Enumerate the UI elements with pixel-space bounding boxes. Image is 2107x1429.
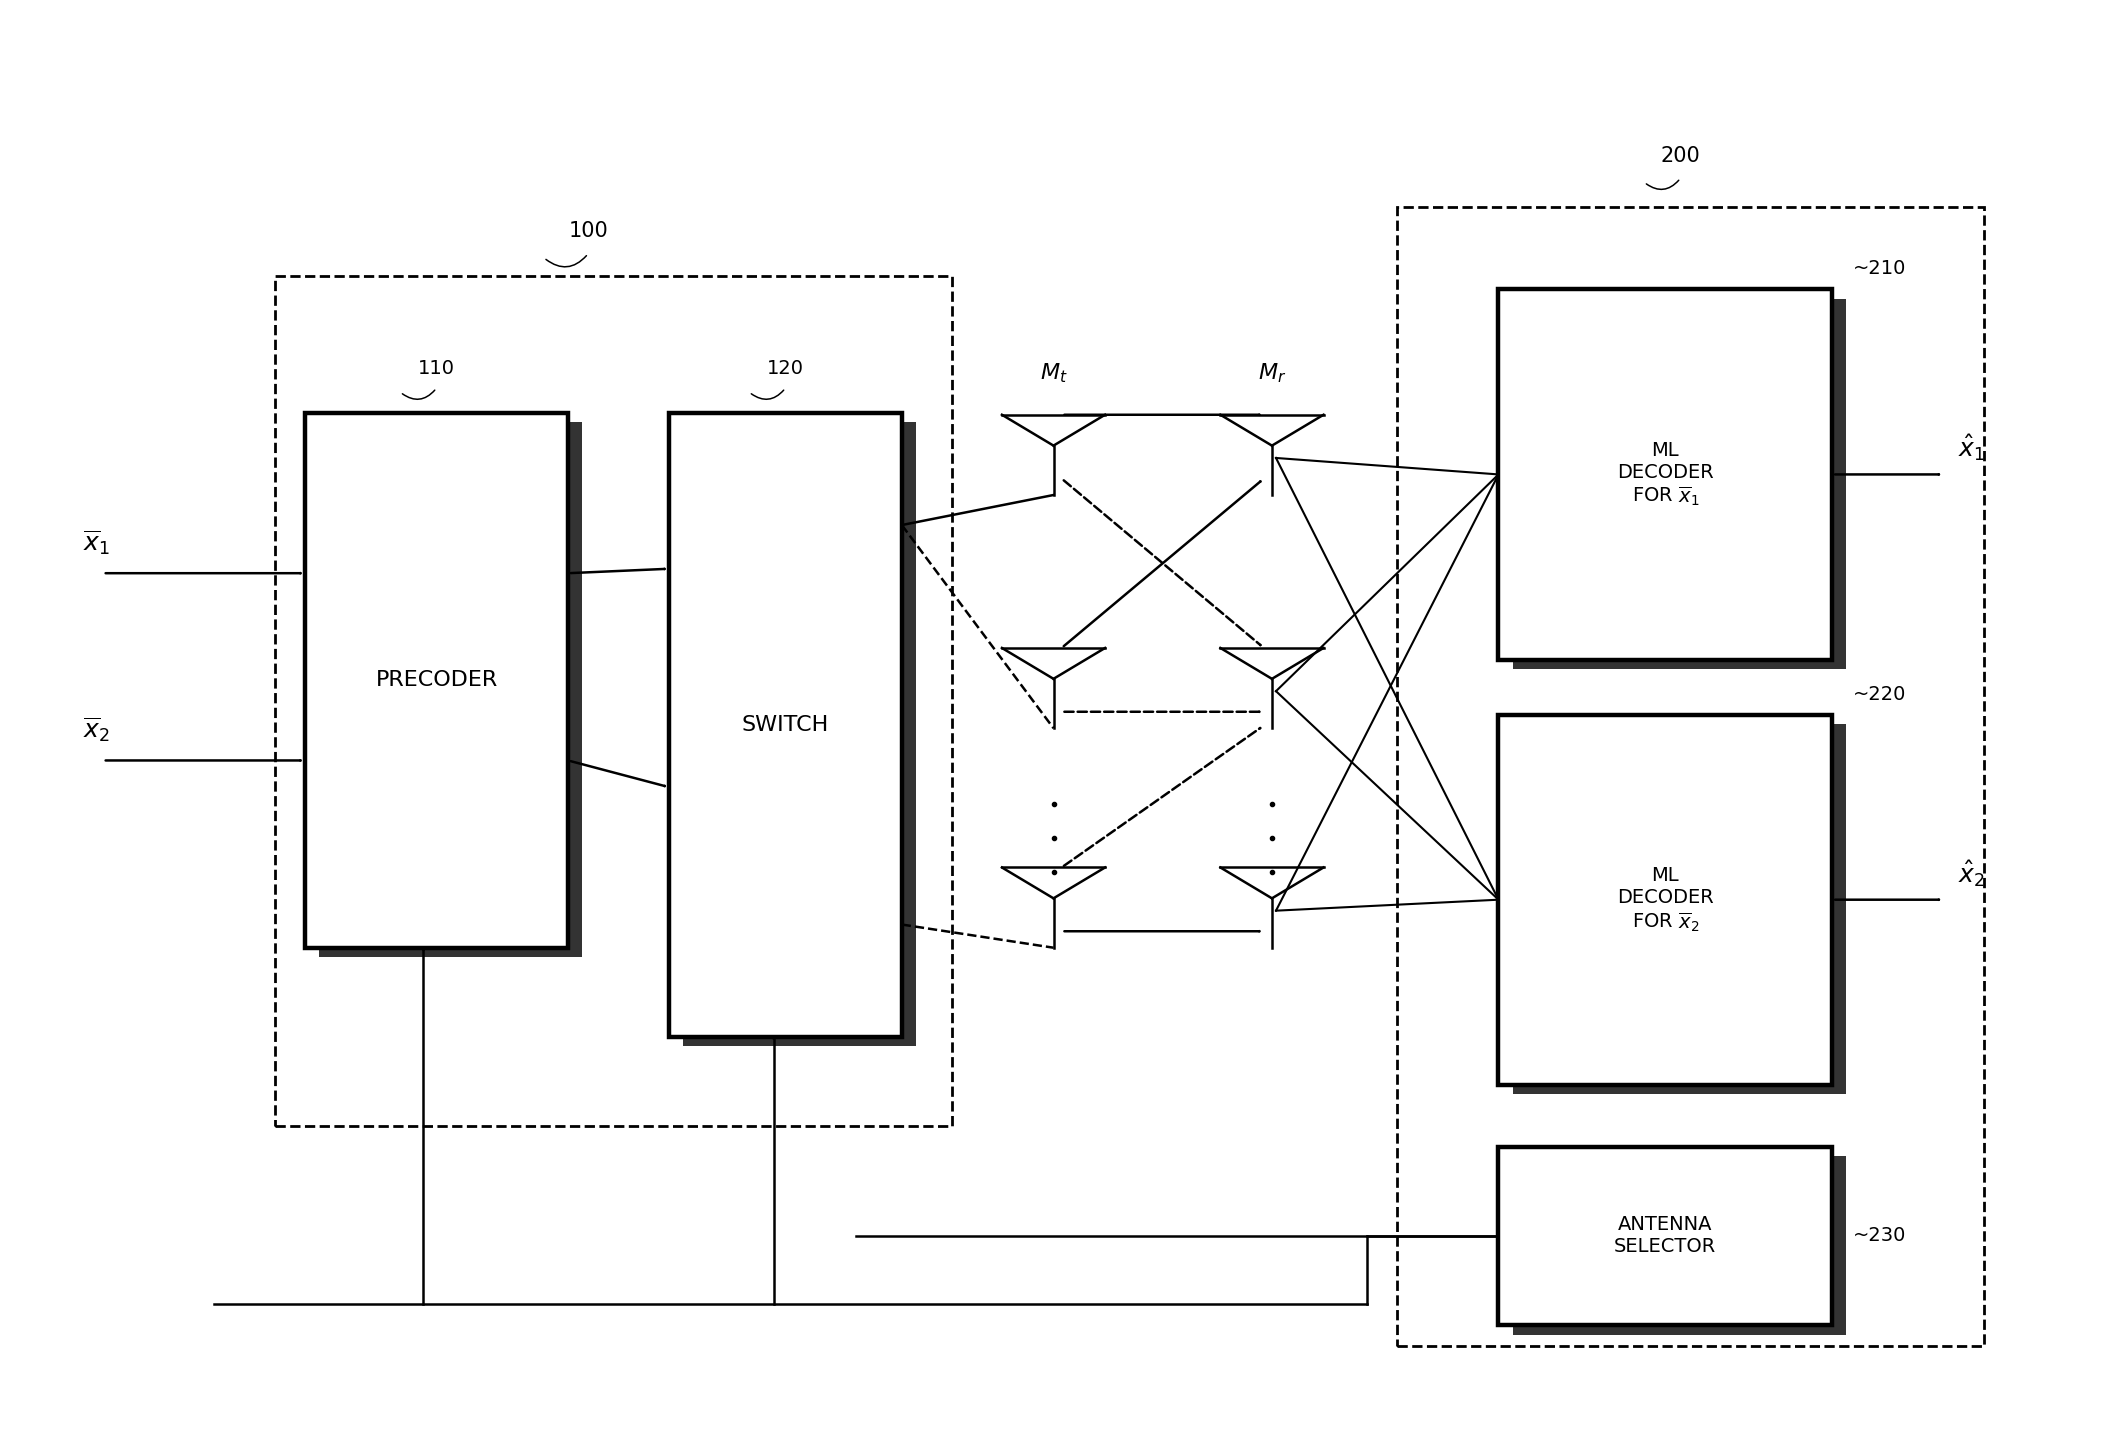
Text: ML
DECODER
FOR $\overline{x}_1$: ML DECODER FOR $\overline{x}_1$ bbox=[1616, 440, 1713, 509]
Bar bbox=[1498, 714, 1833, 1085]
Text: PRECODER: PRECODER bbox=[375, 670, 497, 690]
Bar bbox=[683, 423, 917, 1046]
Bar bbox=[670, 413, 902, 1037]
Bar bbox=[274, 276, 952, 1126]
Text: $M_r$: $M_r$ bbox=[1258, 362, 1285, 386]
Bar bbox=[1397, 207, 1985, 1346]
Text: 100: 100 bbox=[569, 221, 609, 242]
Text: $\overline{x}_1$: $\overline{x}_1$ bbox=[82, 529, 110, 557]
Bar bbox=[320, 423, 582, 957]
Text: 120: 120 bbox=[767, 360, 805, 379]
Text: ~220: ~220 bbox=[1852, 684, 1907, 703]
Text: ANTENNA
SELECTOR: ANTENNA SELECTOR bbox=[1614, 1215, 1717, 1256]
Bar bbox=[1513, 725, 1846, 1095]
Text: 200: 200 bbox=[1660, 146, 1700, 166]
Text: SWITCH: SWITCH bbox=[742, 714, 830, 735]
Bar bbox=[1498, 289, 1833, 660]
Text: $M_t$: $M_t$ bbox=[1039, 362, 1068, 386]
Text: 110: 110 bbox=[417, 360, 455, 379]
Text: ~230: ~230 bbox=[1852, 1226, 1907, 1245]
Text: ML
DECODER
FOR $\overline{x}_2$: ML DECODER FOR $\overline{x}_2$ bbox=[1616, 866, 1713, 933]
Text: $\hat{x}_1$: $\hat{x}_1$ bbox=[1957, 433, 1985, 463]
Bar bbox=[306, 413, 569, 947]
Text: $\overline{x}_2$: $\overline{x}_2$ bbox=[82, 716, 110, 745]
Text: ~210: ~210 bbox=[1852, 259, 1907, 279]
Text: $\hat{x}_2$: $\hat{x}_2$ bbox=[1957, 857, 1985, 889]
Bar bbox=[1498, 1146, 1833, 1325]
Bar bbox=[1513, 299, 1846, 669]
Bar bbox=[1513, 1156, 1846, 1335]
